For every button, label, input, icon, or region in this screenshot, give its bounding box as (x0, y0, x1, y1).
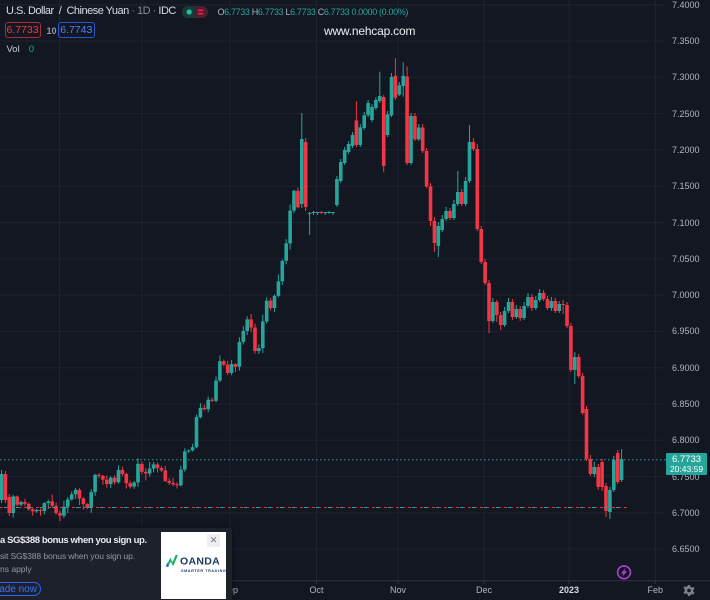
svg-text:SMARTER TRADING: SMARTER TRADING (181, 569, 226, 573)
svg-text:OANDA: OANDA (180, 555, 220, 567)
